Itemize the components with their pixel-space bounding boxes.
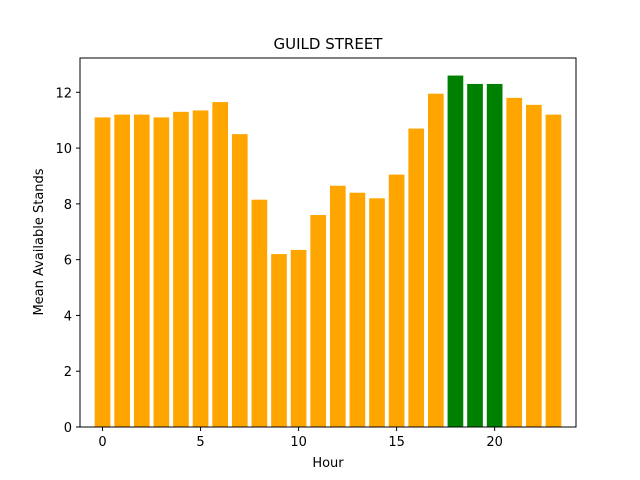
bar-hour-21 [506,97,523,427]
bar-hour-20 [486,83,503,427]
bar-hour-11 [310,215,327,427]
y-axis-ticks: 0 2 4 6 8 10 12 [55,86,80,436]
chart-title: GUILD STREET [274,35,384,53]
x-tick-label: 10 [290,435,307,450]
bar-hour-22 [526,104,542,428]
x-tick-label: 20 [486,435,503,450]
bars-group [94,75,562,428]
y-tick-label: 8 [64,198,72,213]
x-tick-label: 5 [196,435,204,450]
bar-hour-0 [94,117,111,427]
bar-hour-17 [427,93,444,427]
bar-hour-13 [349,192,366,427]
bar-hour-19 [467,83,483,427]
bar-hour-15 [388,174,405,427]
bar-hour-9 [271,254,287,427]
plot-frame [79,57,577,428]
bar-hour-5 [192,110,209,427]
x-tick-label: 0 [98,435,106,450]
bar-hour-18 [447,75,464,427]
bar-hour-7 [231,134,248,427]
x-axis-ticks: 0 5 10 15 20 [98,427,503,450]
y-tick-label: 10 [55,142,72,157]
bar-hour-1 [114,114,130,428]
bar-hour-23 [545,114,562,428]
x-axis-label: Hour [312,456,344,471]
y-tick-label: 0 [64,421,72,436]
bar-hour-4 [173,111,189,427]
y-tick-label: 4 [64,309,72,324]
y-axis-label: Mean Available Stands [32,168,47,315]
y-tick-label: 12 [55,86,72,101]
bar-hour-3 [153,117,170,427]
bar-hour-6 [212,102,229,427]
bar-hour-10 [290,249,307,427]
bar-hour-16 [408,128,425,427]
bar-hour-2 [133,114,150,428]
y-tick-label: 6 [64,254,72,269]
x-tick-label: 15 [388,435,405,450]
bar-hour-12 [329,185,346,427]
bar-hour-8 [251,199,268,427]
y-tick-label: 2 [64,365,72,380]
bar-hour-14 [369,198,385,427]
